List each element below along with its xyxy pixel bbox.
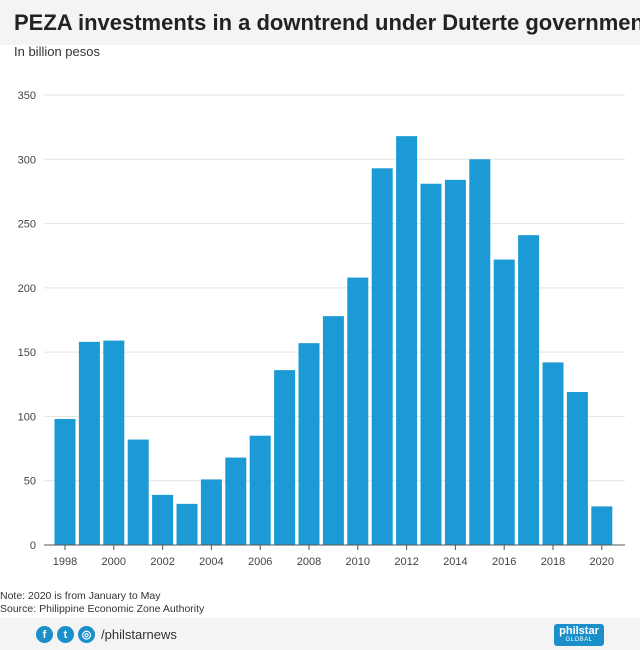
chart-subtitle: In billion pesos [14, 44, 100, 59]
logo-sub-text: GLOBAL [565, 637, 593, 643]
footer-band [0, 618, 640, 650]
bar-2020 [591, 506, 613, 545]
bar-2002 [152, 494, 174, 545]
bar-2011 [371, 168, 393, 546]
bar-2013 [420, 183, 442, 545]
notes: Note: 2020 is from January to May Source… [0, 590, 204, 616]
social-handle[interactable]: /philstarnews [101, 627, 177, 642]
bar-2008 [298, 343, 320, 545]
x-tick-label: 2008 [297, 556, 321, 568]
twitter-icon[interactable]: t [57, 626, 74, 643]
bar-2012 [396, 136, 418, 545]
header-band [0, 0, 640, 45]
bar-2016 [493, 259, 515, 545]
x-tick-label: 2016 [492, 556, 516, 568]
source-text: Source: Philippine Economic Zone Authori… [0, 603, 205, 615]
y-tick-label: 300 [18, 154, 36, 166]
bar-2001 [127, 439, 149, 545]
bar-2005 [225, 457, 247, 545]
bar-2004 [200, 479, 222, 545]
x-tick-label: 2002 [150, 556, 174, 568]
bar-2019 [566, 392, 588, 545]
y-tick-label: 350 [18, 90, 36, 102]
bar-1998 [54, 419, 76, 545]
philstar-global-logo[interactable]: philstar GLOBAL [554, 624, 604, 646]
bar-2000 [103, 340, 125, 545]
y-tick-label: 100 [18, 411, 36, 423]
bar-2006 [249, 435, 271, 545]
x-tick-label: 2012 [394, 556, 418, 568]
x-tick-label: 2018 [541, 556, 565, 568]
logo-main-text: philstar [559, 625, 599, 637]
bar-1999 [78, 341, 100, 545]
bar-2007 [274, 370, 296, 545]
x-tick-label: 2000 [102, 556, 126, 568]
chart-title: PEZA investments in a downtrend under Du… [14, 10, 640, 35]
bar-chart: 0 50 100 150 200 250 300 350 1998 2000 2002 2004 200… [18, 90, 625, 568]
y-tick-label: 150 [18, 347, 36, 359]
x-tick-label: 1998 [53, 556, 77, 568]
bar-2009 [322, 316, 344, 545]
bar-2014 [444, 179, 466, 545]
y-tick-label: 250 [18, 219, 36, 231]
x-tick-label: 2020 [590, 556, 614, 568]
social-links: f t ◎ /philstarnews [36, 626, 177, 643]
bar-2017 [518, 235, 540, 545]
y-tick-label: 0 [30, 540, 36, 552]
instagram-icon[interactable]: ◎ [78, 626, 95, 643]
bar-2010 [347, 277, 369, 545]
y-tick-label: 200 [18, 283, 36, 295]
y-tick-label: 50 [24, 476, 36, 488]
bar-2003 [176, 503, 198, 545]
x-tick-label: 2010 [346, 556, 370, 568]
facebook-icon[interactable]: f [36, 626, 53, 643]
x-tick-label: 2004 [199, 556, 223, 568]
x-tick-label: 2006 [248, 556, 272, 568]
bar-2015 [469, 159, 491, 546]
bar-2018 [542, 362, 564, 545]
x-tick-label: 2014 [443, 556, 467, 568]
note-text: Note: 2020 is from January to May [0, 590, 161, 602]
